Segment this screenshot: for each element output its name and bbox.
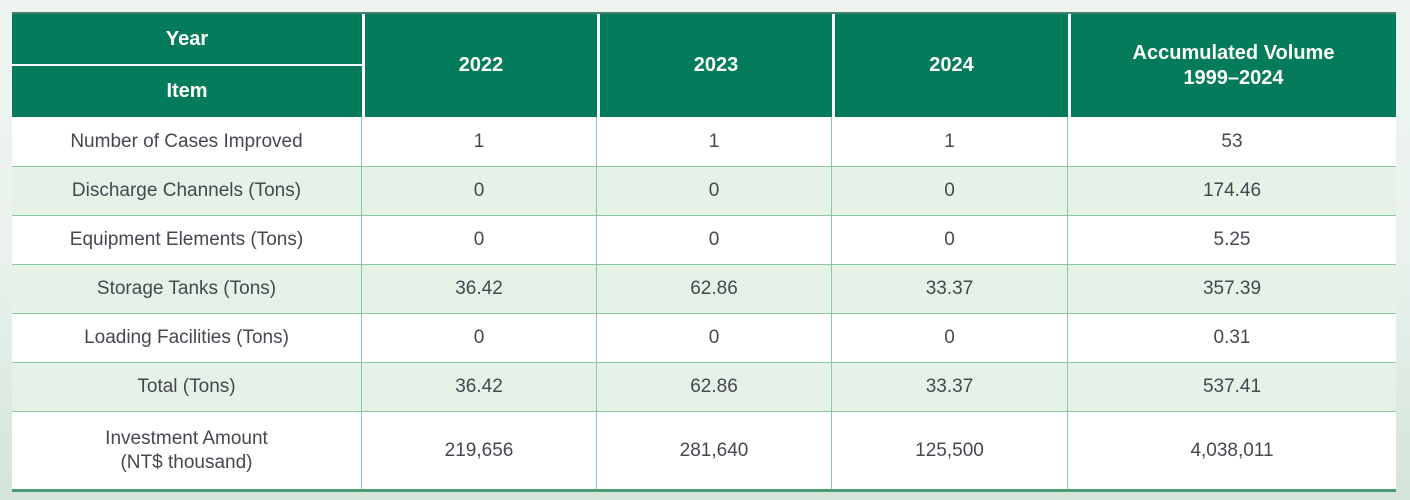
data-cell: 357.39 bbox=[1068, 265, 1396, 314]
data-cell: 5.25 bbox=[1068, 216, 1396, 265]
data-cell: 36.42 bbox=[362, 363, 597, 412]
header-cell-year: Year bbox=[12, 14, 362, 66]
data-cell: 33.37 bbox=[832, 363, 1068, 412]
data-cell: 281,640 bbox=[597, 412, 832, 489]
data-cell: 0 bbox=[362, 314, 597, 363]
data-cell: 174.46 bbox=[1068, 167, 1396, 216]
data-cell: 62.86 bbox=[597, 265, 832, 314]
data-cell: 0 bbox=[597, 167, 832, 216]
row-label: Investment Amount (NT$ thousand) bbox=[12, 412, 362, 489]
data-cell: 62.86 bbox=[597, 363, 832, 412]
data-cell: 0.31 bbox=[1068, 314, 1396, 363]
header-cell-accumulated: Accumulated Volume 1999–2024 bbox=[1068, 14, 1396, 117]
data-cell: 0 bbox=[832, 167, 1068, 216]
header-cell-2023: 2023 bbox=[597, 14, 832, 117]
row-label: Loading Facilities (Tons) bbox=[12, 314, 362, 363]
data-cell: 36.42 bbox=[362, 265, 597, 314]
data-cell: 0 bbox=[597, 216, 832, 265]
data-cell: 0 bbox=[362, 167, 597, 216]
data-cell: 1 bbox=[832, 117, 1068, 167]
row-label: Total (Tons) bbox=[12, 363, 362, 412]
row-label: Number of Cases Improved bbox=[12, 117, 362, 167]
header-cell-2022: 2022 bbox=[362, 14, 597, 117]
data-cell: 1 bbox=[362, 117, 597, 167]
data-cell: 33.37 bbox=[832, 265, 1068, 314]
data-cell: 537.41 bbox=[1068, 363, 1396, 412]
header-cell-2024: 2024 bbox=[832, 14, 1068, 117]
data-cell: 4,038,011 bbox=[1068, 412, 1396, 489]
data-cell: 0 bbox=[832, 314, 1068, 363]
data-cell: 125,500 bbox=[832, 412, 1068, 489]
data-cell: 0 bbox=[832, 216, 1068, 265]
row-label: Equipment Elements (Tons) bbox=[12, 216, 362, 265]
row-label: Storage Tanks (Tons) bbox=[12, 265, 362, 314]
data-cell: 1 bbox=[597, 117, 832, 167]
header-cell-item: Item bbox=[12, 66, 362, 117]
improvement-statistics-table: Year Item 2022 2023 2024 Accumulated Vol… bbox=[12, 12, 1396, 492]
data-cell: 0 bbox=[362, 216, 597, 265]
data-cell: 0 bbox=[597, 314, 832, 363]
row-label: Discharge Channels (Tons) bbox=[12, 167, 362, 216]
data-cell: 53 bbox=[1068, 117, 1396, 167]
data-cell: 219,656 bbox=[362, 412, 597, 489]
